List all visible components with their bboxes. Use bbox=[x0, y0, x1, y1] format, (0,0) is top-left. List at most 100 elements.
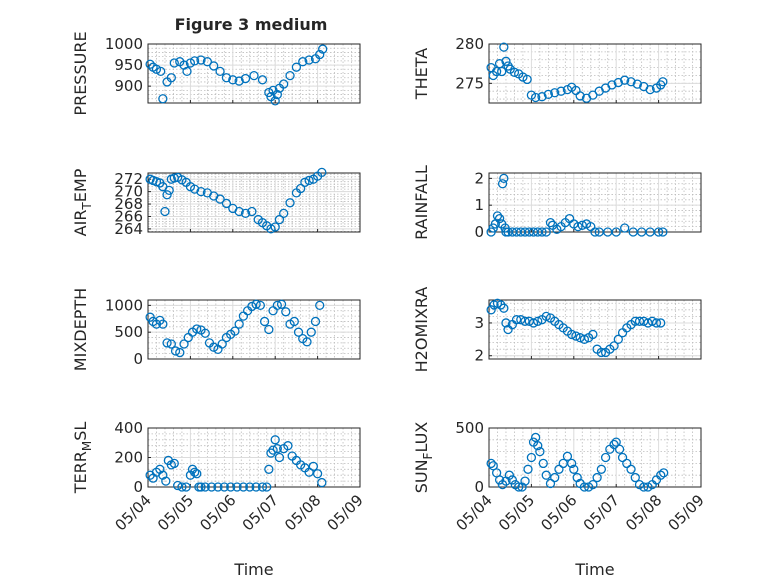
data-point bbox=[219, 482, 229, 492]
data-point bbox=[240, 208, 251, 219]
data-point bbox=[630, 472, 640, 483]
data-point bbox=[169, 58, 179, 68]
data-point bbox=[196, 482, 206, 492]
ylabel: SUNFLUX bbox=[412, 422, 435, 494]
ylabel-part: LUX bbox=[412, 422, 431, 453]
data-point bbox=[166, 73, 176, 83]
data-point bbox=[192, 324, 202, 334]
data-point bbox=[310, 316, 321, 327]
data-point bbox=[541, 311, 551, 322]
data-point bbox=[486, 305, 496, 315]
ytick-label: 264 bbox=[114, 220, 143, 238]
data-point bbox=[501, 318, 511, 328]
ylabel: AIRTEMP bbox=[71, 168, 94, 236]
data-point bbox=[270, 222, 280, 232]
xlabel: Time bbox=[574, 560, 614, 579]
ytick-label: 0 bbox=[474, 223, 484, 241]
data-point bbox=[533, 441, 543, 451]
data-point bbox=[497, 66, 507, 77]
ylabel: TERRMSL bbox=[71, 422, 94, 495]
data-point bbox=[289, 316, 299, 327]
ytick-label: 266 bbox=[114, 207, 143, 225]
data-point bbox=[499, 173, 509, 184]
data-point bbox=[315, 49, 325, 60]
data-point bbox=[575, 91, 585, 101]
data-point bbox=[596, 464, 607, 474]
data-point bbox=[509, 67, 520, 77]
data-point bbox=[499, 42, 509, 52]
data-point bbox=[504, 470, 515, 480]
ytick-label: 1 bbox=[474, 196, 484, 214]
data-point bbox=[226, 482, 236, 492]
data-point bbox=[620, 223, 630, 233]
data-point bbox=[177, 482, 187, 492]
data-point bbox=[228, 75, 238, 85]
data-point bbox=[182, 66, 192, 77]
ytick-label: 3 bbox=[474, 314, 484, 332]
data-point bbox=[613, 77, 623, 88]
data-point bbox=[596, 347, 607, 358]
axes-background bbox=[488, 172, 702, 233]
data-point bbox=[262, 482, 272, 492]
data-point bbox=[514, 482, 524, 492]
data-point bbox=[609, 341, 619, 351]
ytick-label: 280 bbox=[455, 35, 484, 53]
axes-frame bbox=[488, 43, 702, 104]
data-point bbox=[162, 338, 172, 348]
ytick-label: 272 bbox=[114, 170, 143, 188]
data-point bbox=[161, 476, 171, 486]
data-point bbox=[541, 227, 551, 237]
data-point bbox=[158, 94, 168, 104]
data-point bbox=[528, 318, 539, 328]
data-point bbox=[240, 73, 251, 84]
ylabel: PRESSURE bbox=[71, 31, 90, 115]
data-point bbox=[571, 331, 581, 341]
data-point bbox=[270, 435, 280, 445]
data-point bbox=[230, 326, 240, 336]
data-point bbox=[656, 470, 666, 480]
data-point bbox=[266, 448, 276, 458]
data-point bbox=[257, 482, 268, 492]
data-point bbox=[318, 44, 328, 54]
axes-frame bbox=[147, 43, 361, 104]
ylabel-part: SUN bbox=[412, 459, 431, 493]
data-point bbox=[255, 300, 266, 311]
data-point bbox=[162, 190, 172, 200]
data-point bbox=[614, 444, 625, 454]
data-point bbox=[312, 469, 323, 479]
data-point bbox=[200, 482, 210, 492]
ylabel-part: SL bbox=[71, 422, 90, 441]
data-point bbox=[221, 73, 232, 83]
data-point bbox=[569, 464, 579, 474]
data-point bbox=[285, 70, 295, 81]
data-point bbox=[209, 61, 219, 71]
ytick-label: 0 bbox=[133, 350, 143, 368]
data-point bbox=[173, 480, 183, 491]
data-point bbox=[160, 206, 170, 217]
data-point bbox=[257, 75, 268, 85]
data-point bbox=[588, 479, 598, 490]
data-point bbox=[600, 452, 611, 463]
data-point bbox=[535, 446, 545, 457]
data-point bbox=[259, 316, 270, 327]
data-point bbox=[179, 339, 189, 349]
xlabel: Time bbox=[233, 560, 273, 579]
data-point bbox=[492, 211, 503, 221]
data-point bbox=[181, 482, 191, 492]
subplot-5: 0 500 1000 MIXDEPTH bbox=[71, 288, 361, 371]
data-point bbox=[189, 56, 200, 66]
subplot-4: 0 1 2 RAINFALL bbox=[412, 165, 702, 241]
data-point bbox=[590, 227, 600, 237]
data-point bbox=[317, 167, 327, 178]
data-point bbox=[293, 327, 304, 337]
axes-background bbox=[488, 427, 702, 488]
data-point bbox=[279, 208, 289, 219]
data-point bbox=[274, 452, 285, 463]
data-point bbox=[238, 482, 249, 492]
data-point bbox=[270, 96, 280, 106]
data-point bbox=[272, 443, 282, 454]
data-point bbox=[196, 186, 206, 197]
